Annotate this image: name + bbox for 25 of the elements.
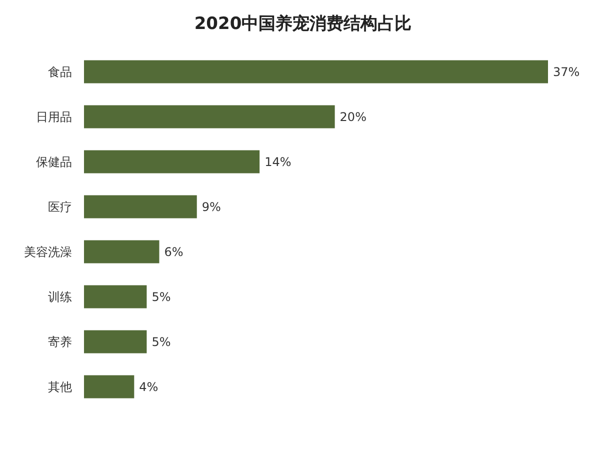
bar [84, 150, 260, 174]
bar [84, 105, 335, 128]
data-label: 37% [553, 65, 580, 80]
y-tick-label: 训练 [48, 290, 72, 304]
bar [84, 195, 197, 218]
y-tick-label: 美容洗澡 [24, 244, 72, 259]
data-label: 14% [264, 155, 292, 170]
y-tick-label: 医疗 [48, 200, 72, 214]
bar [84, 330, 147, 354]
y-tick-label: 食品 [48, 64, 72, 79]
y-tick-label: 其他 [48, 380, 72, 394]
data-label: 4% [139, 380, 158, 394]
y-tick-label: 寄养 [48, 334, 72, 349]
bar [84, 375, 134, 398]
bar [84, 240, 160, 264]
data-label: 5% [152, 290, 171, 304]
bar [84, 60, 548, 84]
data-label: 9% [202, 200, 221, 214]
bar [84, 285, 147, 308]
data-label: 5% [152, 335, 171, 350]
y-tick-label: 日用品 [36, 110, 72, 124]
data-label: 20% [340, 110, 366, 124]
chart-title: 2020中国养宠消费结构占比 [193, 13, 413, 36]
y-tick-label: 保健品 [36, 154, 72, 169]
data-label: 6% [164, 245, 184, 260]
